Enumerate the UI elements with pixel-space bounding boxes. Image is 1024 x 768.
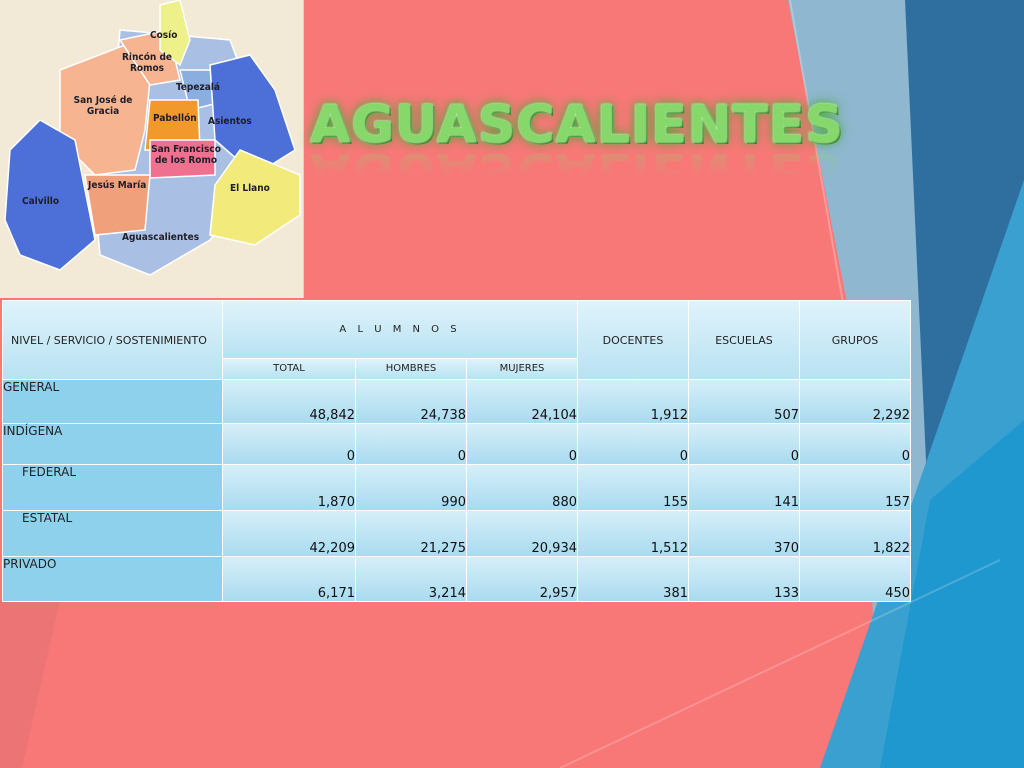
row-label: GENERAL bbox=[3, 380, 222, 423]
label-cosio: Cosío bbox=[150, 30, 178, 41]
cell-mujeres: 24,104 bbox=[467, 380, 577, 423]
label-aguascalientes: Aguascalientes bbox=[122, 232, 200, 243]
cell-escuelas: 141 bbox=[689, 465, 799, 510]
header-grupos: GRUPOS bbox=[800, 301, 910, 379]
cell-grupos: 2,292 bbox=[800, 380, 910, 423]
municipality-san-francisco bbox=[149, 139, 216, 179]
label-san-jose-de-gracia: San José de Gracia bbox=[73, 95, 133, 117]
cell-grupos: 1,822 bbox=[800, 511, 910, 556]
label-calvillo: Calvillo bbox=[22, 196, 60, 207]
cell-total: 0 bbox=[223, 424, 355, 464]
cell-docentes: 381 bbox=[578, 557, 688, 601]
cell-docentes: 0 bbox=[578, 424, 688, 464]
cell-grupos: 0 bbox=[800, 424, 910, 464]
cell-hombres: 21,275 bbox=[356, 511, 466, 556]
header-docentes: DOCENTES bbox=[578, 301, 688, 379]
cell-escuelas: 133 bbox=[689, 557, 799, 601]
slide-title: AGUASCALIENTES bbox=[310, 95, 844, 155]
cell-hombres: 990 bbox=[356, 465, 466, 510]
cell-docentes: 155 bbox=[578, 465, 688, 510]
background-line bbox=[559, 559, 1001, 768]
cell-hombres: 0 bbox=[356, 424, 466, 464]
table-row: ESTATAL 42,209 21,275 20,934 1,512 370 1… bbox=[3, 511, 910, 556]
cell-total: 1,870 bbox=[223, 465, 355, 510]
label-el-llano: El Llano bbox=[230, 183, 270, 194]
header-nivel: NIVEL / SERVICIO / SOSTENIMIENTO bbox=[3, 301, 222, 379]
municipality-calvillo bbox=[4, 119, 96, 271]
table-row: GENERAL 48,842 24,738 24,104 1,912 507 2… bbox=[3, 380, 910, 423]
cell-mujeres: 0 bbox=[467, 424, 577, 464]
cell-mujeres: 20,934 bbox=[467, 511, 577, 556]
cell-grupos: 157 bbox=[800, 465, 910, 510]
label-jesus-maria: Jesús María bbox=[88, 180, 147, 191]
background-panel-left bbox=[0, 600, 60, 768]
row-label: PRIVADO bbox=[3, 557, 222, 601]
slide-title-reflection: AGUASCALIENTES bbox=[310, 141, 844, 201]
cell-total: 6,171 bbox=[223, 557, 355, 601]
municipality-asientos bbox=[209, 54, 296, 176]
label-san-francisco-de-los-romo: San Francisco de los Romo bbox=[151, 144, 221, 166]
municipality-el-llano bbox=[209, 149, 301, 246]
header-mujeres: MUJERES bbox=[467, 358, 577, 379]
cell-total: 42,209 bbox=[223, 511, 355, 556]
municipality-jesus-maria bbox=[84, 174, 151, 236]
cell-escuelas: 507 bbox=[689, 380, 799, 423]
header-alumnos: A L U M N O S bbox=[223, 301, 577, 358]
cell-hombres: 3,214 bbox=[356, 557, 466, 601]
table-row: PRIVADO 6,171 3,214 2,957 381 133 450 bbox=[3, 557, 910, 601]
table-row: FEDERAL 1,870 990 880 155 141 157 bbox=[3, 465, 910, 510]
label-asientos: Asientos bbox=[208, 116, 252, 127]
slide-title-block: AGUASCALIENTES AGUASCALIENTES bbox=[310, 95, 844, 215]
map-shapes bbox=[4, 0, 301, 276]
header-escuelas: ESCUELAS bbox=[689, 301, 799, 379]
enrollment-table: NIVEL / SERVICIO / SOSTENIMIENTO A L U M… bbox=[2, 300, 911, 602]
cell-total: 48,842 bbox=[223, 380, 355, 423]
cell-docentes: 1,912 bbox=[578, 380, 688, 423]
cell-grupos: 450 bbox=[800, 557, 910, 601]
label-rincon-de-romos: Rincón de Romos bbox=[122, 52, 173, 74]
cell-escuelas: 0 bbox=[689, 424, 799, 464]
cell-mujeres: 880 bbox=[467, 465, 577, 510]
header-hombres: HOMBRES bbox=[356, 358, 466, 379]
table-row: INDÍGENA 0 0 0 0 0 0 bbox=[3, 424, 910, 464]
background-panel-cyan bbox=[880, 420, 1024, 768]
municipality-cosio bbox=[159, 0, 191, 67]
cell-escuelas: 370 bbox=[689, 511, 799, 556]
label-tepezala: Tepezalá bbox=[176, 82, 220, 93]
row-label: ESTATAL bbox=[3, 511, 222, 556]
cell-mujeres: 2,957 bbox=[467, 557, 577, 601]
cell-hombres: 24,738 bbox=[356, 380, 466, 423]
label-pabellon: Pabellón bbox=[153, 113, 197, 124]
header-total: TOTAL bbox=[223, 358, 355, 379]
cell-docentes: 1,512 bbox=[578, 511, 688, 556]
row-label: INDÍGENA bbox=[3, 424, 222, 464]
state-map: Cosío Rincón de Romos San José de Gracia… bbox=[0, 0, 304, 298]
row-label: FEDERAL bbox=[3, 465, 222, 510]
